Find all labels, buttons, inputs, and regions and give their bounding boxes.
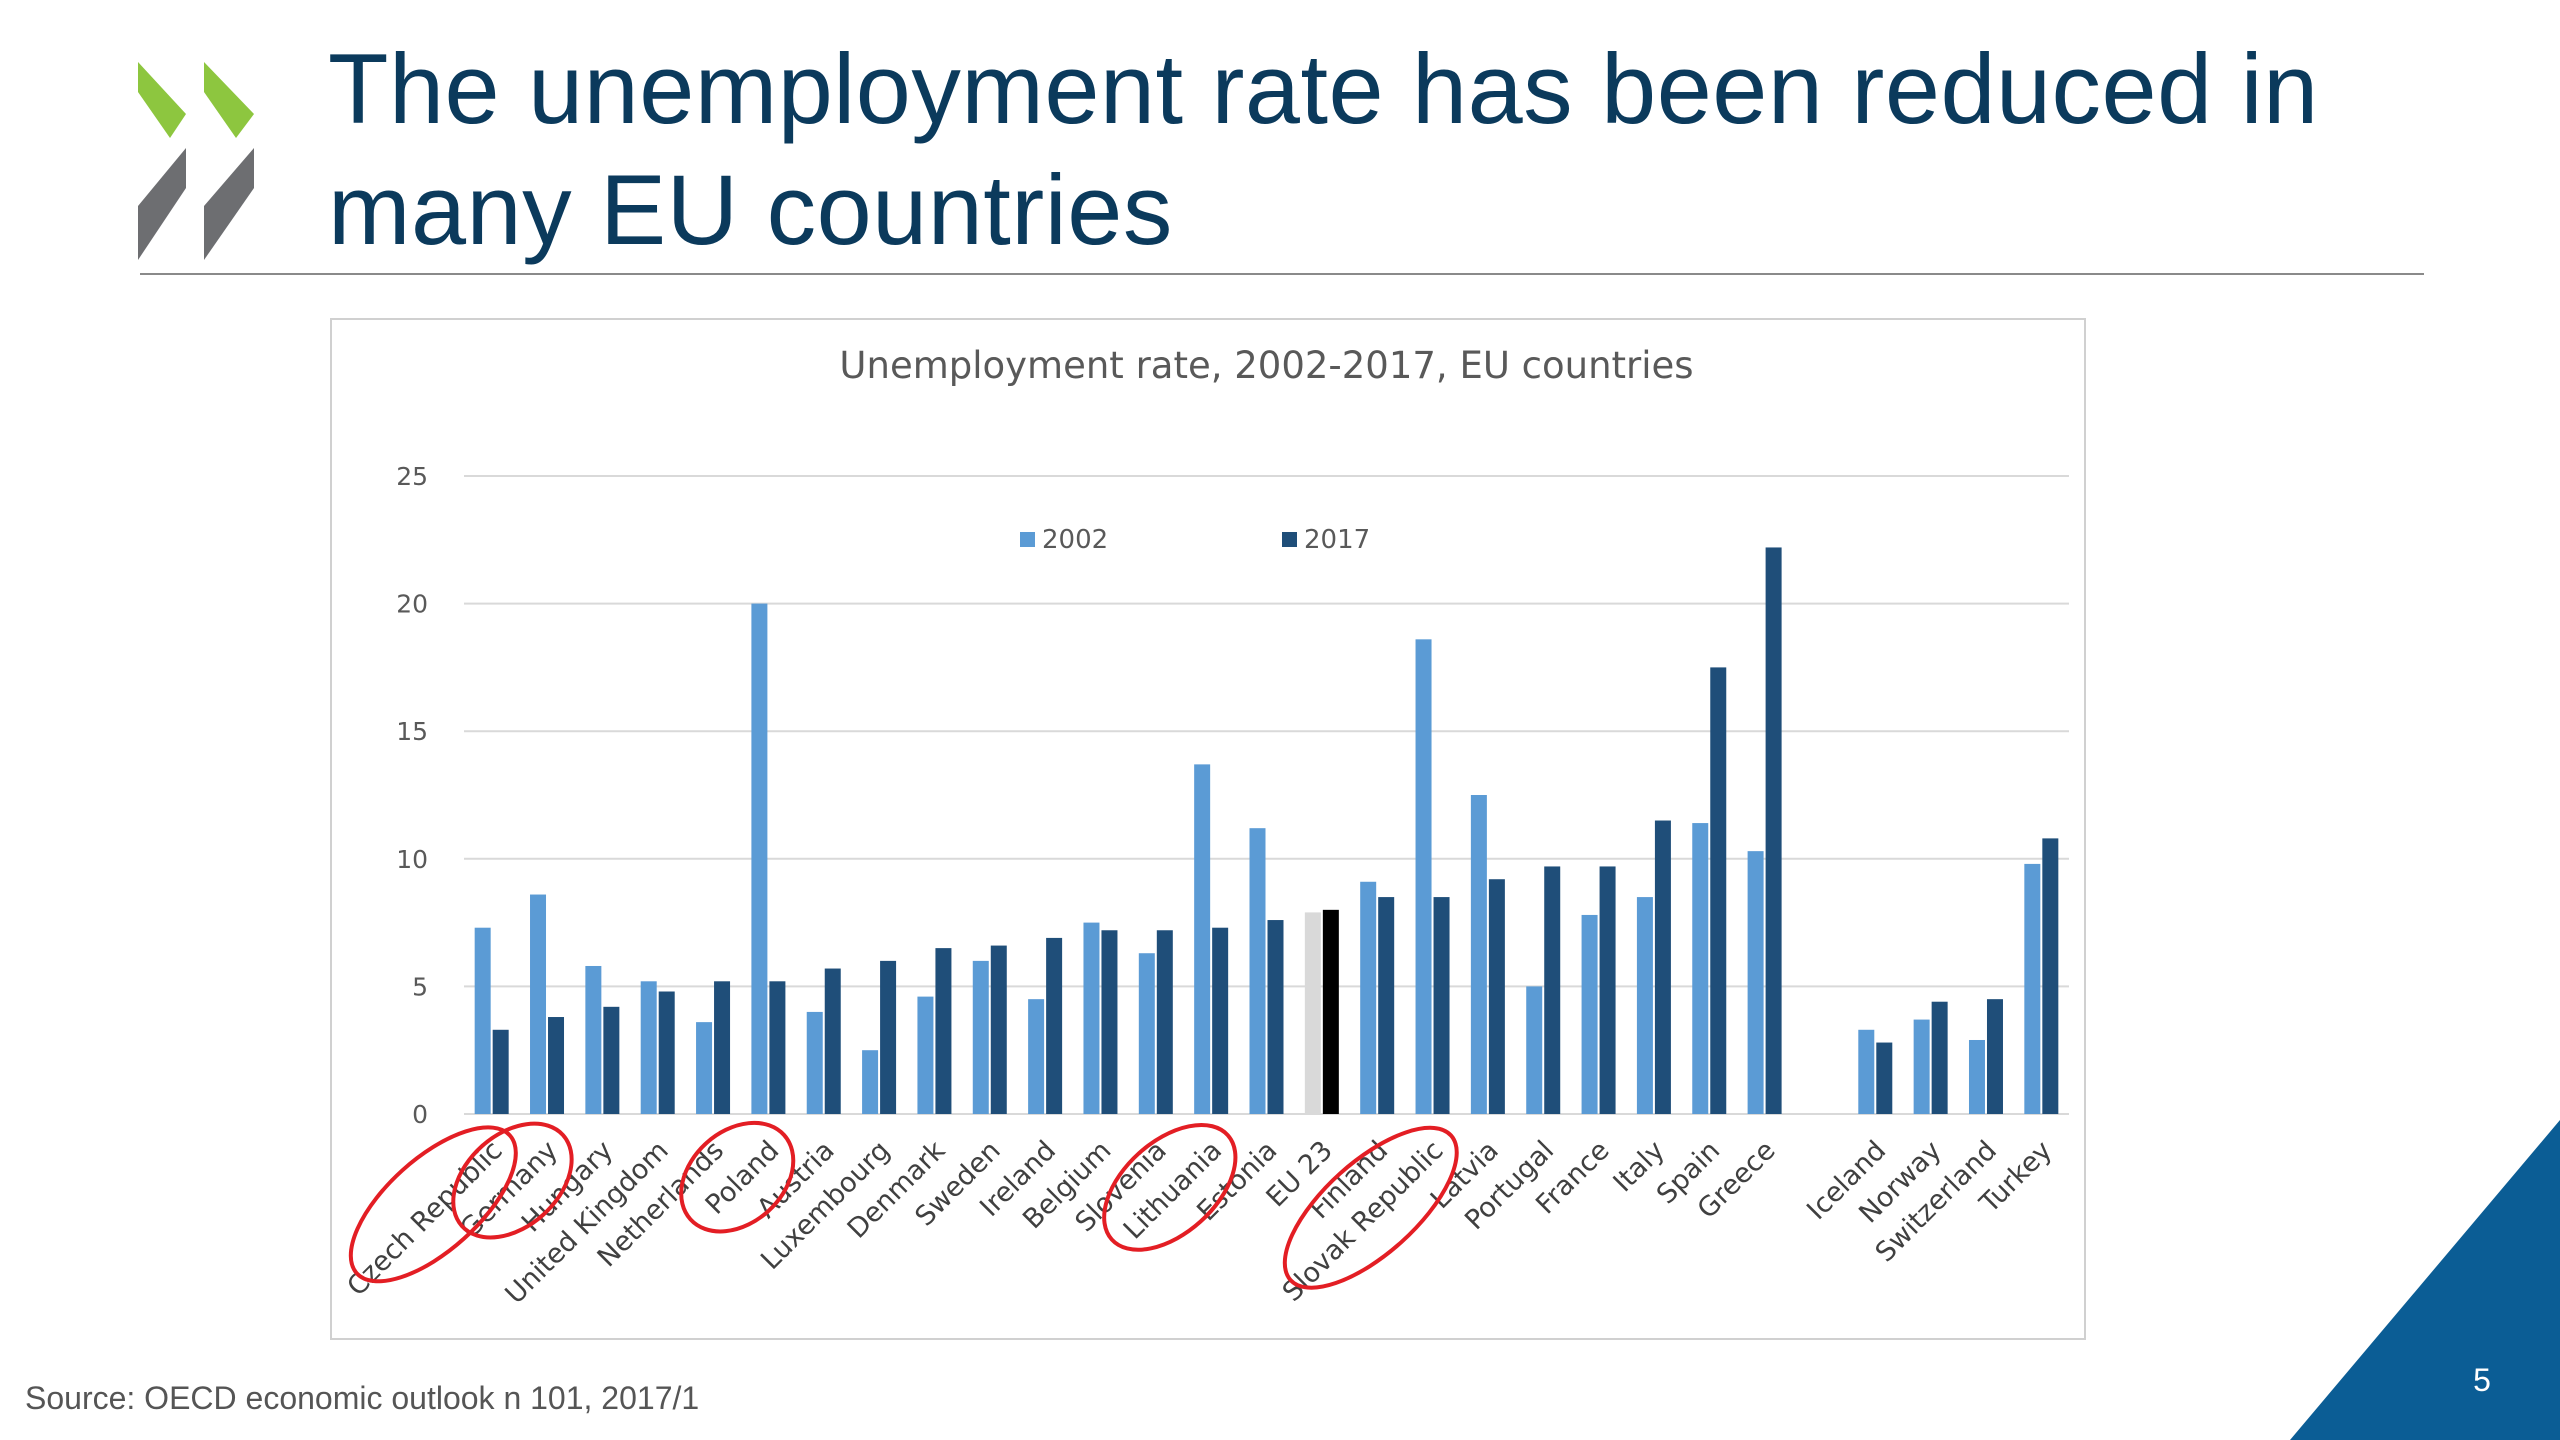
legend-swatch-2017 [1282,532,1297,547]
bar-2017-germany [548,1017,565,1114]
bar-2017-latvia [1488,879,1505,1114]
bar-2017-iceland [1876,1042,1893,1114]
bar-2017-greece [1765,547,1782,1114]
chart-frame: Unemployment rate, 2002-2017, EU countri… [330,318,2086,1340]
bar-2017-finland [1378,897,1395,1114]
bar-2002-belgium [1083,922,1100,1114]
bar-2002-iceland [1858,1029,1875,1114]
bar-2017-italy [1654,820,1671,1114]
y-tick-label-15: 15 [396,717,428,746]
bar-2017-slovak-republic [1433,897,1450,1114]
legend-swatch-2002 [1020,532,1035,547]
bar-2002-netherlands [696,1022,713,1114]
annotation-circle-czech-republic [348,1125,518,1284]
bar-2017-sweden [990,945,1007,1114]
bar-2017-slovenia [1156,930,1173,1114]
logo-chevron-grey-left [138,148,186,260]
bar-2002-spain [1692,823,1709,1114]
logo-chevron-green-right [204,62,254,138]
bar-2002-luxembourg [862,1050,879,1114]
y-tick-label-10: 10 [396,845,428,874]
bar-2002-germany [530,894,547,1114]
bar-2017-belgium [1101,930,1118,1114]
y-tick-label-0: 0 [412,1100,428,1129]
bar-2002-ireland [1028,999,1045,1114]
bar-2002-france [1581,914,1598,1114]
bar-2017-denmark [935,948,952,1114]
bar-2017-estonia [1267,920,1284,1114]
bar-2017-turkey [2042,838,2059,1114]
bar-2002-finland [1360,881,1377,1114]
title-divider [140,273,2424,275]
bar-2002-denmark [917,996,934,1114]
bar-2002-portugal [1526,986,1543,1114]
bar-2002-turkey [2024,863,2041,1114]
bar-2002-switzerland [1968,1039,1985,1114]
annotation-circle-lithuania [1102,1122,1238,1252]
bar-2017-united-kingdom [658,991,675,1114]
corner-decoration [2290,1120,2560,1440]
bar-2002-lithuania [1194,764,1211,1114]
logo-chevron-green-left [138,62,186,138]
bar-2017-france [1599,866,1616,1114]
bar-2017-eu-23 [1322,909,1339,1114]
bar-2002-slovak-republic [1415,639,1432,1114]
annotation-circle-poland [679,1120,796,1234]
y-tick-label-5: 5 [412,972,428,1001]
bar-2002-estonia [1249,828,1266,1114]
legend-label-2002: 2002 [1042,525,1108,555]
bar-2017-luxembourg [880,960,897,1114]
bar-2002-latvia [1470,795,1487,1114]
chart-title: Unemployment rate, 2002-2017, EU countri… [839,344,1693,387]
bar-2017-netherlands [714,981,731,1114]
y-tick-label-20: 20 [396,590,428,619]
bar-2002-slovenia [1138,953,1155,1114]
bar-2017-austria [824,968,841,1114]
bar-2017-spain [1710,667,1727,1114]
bar-2002-czech-republic [474,927,491,1114]
slide-title: The unemployment rate has been reduced i… [328,33,2319,265]
bar-2017-hungary [603,1006,620,1114]
bar-2002-norway [1913,1019,1930,1114]
unemployment-bar-chart: Unemployment rate, 2002-2017, EU countri… [341,344,2069,1310]
y-tick-label-25: 25 [396,462,428,491]
annotation-circle-slovak-republic [1282,1125,1459,1290]
bar-2002-greece [1747,851,1764,1114]
bar-2002-poland [751,603,768,1114]
bar-2017-poland [769,981,786,1114]
bar-2017-switzerland [1986,999,2003,1114]
bar-2002-united-kingdom [640,981,657,1114]
legend-label-2017: 2017 [1304,525,1370,555]
bar-2002-eu-23 [1304,912,1321,1114]
bar-2017-norway [1931,1001,1948,1114]
bar-2017-portugal [1544,866,1561,1114]
source-note: Source: OECD economic outlook n 101, 201… [25,1380,700,1416]
bar-2017-lithuania [1212,927,1229,1114]
bar-2017-ireland [1046,937,1063,1114]
slide-number: 5 [2473,1362,2491,1398]
oecd-logo-chevrons [138,62,254,260]
bar-2002-italy [1636,897,1653,1114]
annotation-circle-germany [451,1121,574,1240]
logo-chevron-grey-right [204,148,254,260]
bar-2017-czech-republic [492,1029,509,1114]
bar-2002-austria [806,1011,823,1114]
bar-2002-hungary [585,965,602,1114]
bar-2002-sweden [972,960,989,1114]
